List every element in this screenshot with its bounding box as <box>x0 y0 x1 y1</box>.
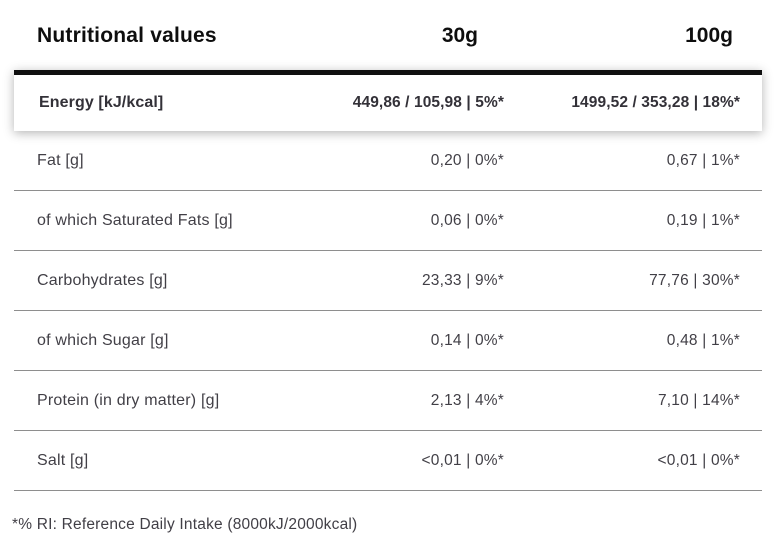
row-value-100g: <0,01 | 0%* <box>657 451 740 469</box>
row-value-30g: 0,20 | 0%* <box>430 151 504 169</box>
row-value-100g: 0,19 | 1%* <box>666 211 740 229</box>
row-label: of which Saturated Fats [g] <box>37 211 233 229</box>
nutrition-facts-table: Nutritional values 30g 100g Energy [kJ/k… <box>12 0 762 533</box>
table-title: Nutritional values <box>37 24 217 47</box>
column-header-100g: 100g <box>685 24 733 47</box>
row-value-100g: 0,67 | 1%* <box>666 151 740 169</box>
row-value-100g: 0,48 | 1%* <box>666 331 740 349</box>
row-value-30g: 2,13 | 4%* <box>430 391 504 409</box>
table-row-energy: Energy [kJ/kcal] 449,86 / 105,98 | 5%* 1… <box>14 75 762 131</box>
row-label: Energy [kJ/kcal] <box>39 94 164 111</box>
row-value-30g: <0,01 | 0%* <box>421 451 504 469</box>
table-row-salt: Salt [g] <0,01 | 0%* <0,01 | 0%* <box>14 431 762 491</box>
row-value-30g: 23,33 | 9%* <box>421 271 504 289</box>
table-row-fat: Fat [g] 0,20 | 0%* 0,67 | 1%* <box>14 131 762 191</box>
row-value-100g: 7,10 | 14%* <box>657 391 740 409</box>
table-row-protein: Protein (in dry matter) [g] 2,13 | 4%* 7… <box>14 371 762 431</box>
row-label: Protein (in dry matter) [g] <box>37 391 220 409</box>
row-value-100g: 77,76 | 30%* <box>649 271 740 289</box>
row-label: of which Sugar [g] <box>37 331 169 349</box>
column-header-30g: 30g <box>441 24 478 47</box>
row-value-30g: 0,06 | 0%* <box>430 211 504 229</box>
row-value-100g: 1499,52 / 353,28 | 18%* <box>571 94 740 111</box>
row-label: Salt [g] <box>37 451 89 469</box>
reference-intake-footnote: *% RI: Reference Daily Intake (8000kJ/20… <box>12 516 358 533</box>
table-row-sugar: of which Sugar [g] 0,14 | 0%* 0,48 | 1%* <box>14 311 762 371</box>
table-body: Fat [g] 0,20 | 0%* 0,67 | 1%* of which S… <box>14 131 762 491</box>
row-value-30g: 449,86 / 105,98 | 5%* <box>352 94 504 111</box>
table-header-row: Nutritional values 30g 100g <box>14 0 762 70</box>
energy-highlight-card: Energy [kJ/kcal] 449,86 / 105,98 | 5%* 1… <box>14 70 762 131</box>
row-label: Fat [g] <box>37 151 84 169</box>
table-row-carbohydrates: Carbohydrates [g] 23,33 | 9%* 77,76 | 30… <box>14 251 762 311</box>
row-label: Carbohydrates [g] <box>37 271 168 289</box>
row-value-30g: 0,14 | 0%* <box>430 331 504 349</box>
table-row-saturated-fats: of which Saturated Fats [g] 0,06 | 0%* 0… <box>14 191 762 251</box>
